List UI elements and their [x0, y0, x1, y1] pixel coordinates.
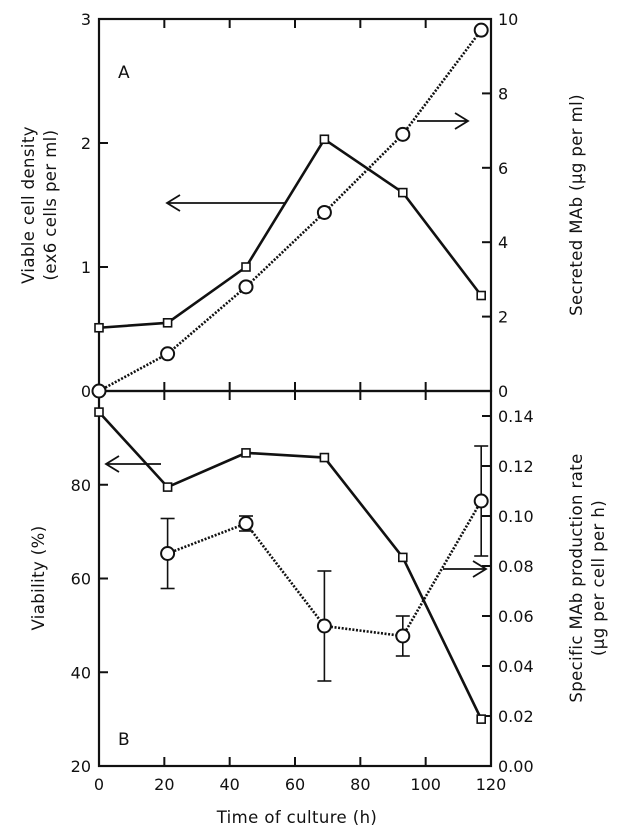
- panel-a-circle-series-point-1: [160, 346, 176, 362]
- panel-b-circle-series-point-4: [473, 493, 489, 509]
- panel-b-left-tick-label-1: 40: [71, 663, 91, 682]
- panel-a-y2label: Secreted MAb (μg per ml): [567, 94, 586, 316]
- panel-a-right-tick-label-5: 10: [498, 10, 518, 29]
- panel-a-square-series-point-3: [319, 134, 330, 145]
- x-tick-label-3: 60: [285, 775, 305, 794]
- panel-a-label: A: [118, 63, 130, 83]
- panel-b-right-tick-label-3: 0.06: [498, 607, 534, 626]
- panel-b-frame: [97, 389, 493, 768]
- panel-a-right-tick-label-0: 0: [498, 382, 508, 401]
- panel-a-data: [91, 22, 489, 399]
- panel-b-y2label-line2: (μg per cell per h): [589, 500, 608, 656]
- x-tick-label-1: 20: [154, 775, 174, 794]
- x-tick-label-0: 0: [94, 775, 104, 794]
- panel-a-frame: [97, 17, 493, 393]
- panel-a-circle-series-line: [98, 29, 483, 393]
- panel-b-square-series-point-3: [319, 452, 330, 463]
- x-axis-label: Time of culture (h): [216, 808, 378, 827]
- panel-a-circle-series-point-5: [473, 22, 489, 38]
- panel-a-square-series-line: [98, 137, 483, 330]
- panel-b-right-tick-label-0: 0.00: [498, 757, 534, 776]
- panel-b-circle-series-point-3: [395, 628, 411, 644]
- panel-a-left-tick-label-1: 1: [81, 258, 91, 277]
- panel-b-right-tick-label-2: 0.04: [498, 657, 534, 676]
- panel-a-ylabel-line2: (ex6 cells per ml): [41, 130, 60, 281]
- panel-a-ticks: 0 1 2 3 0 2 4 6 8 10: [81, 10, 519, 401]
- panel-b-circle-series-point-0: [160, 546, 176, 561]
- panel-b-square-series-point-2: [241, 448, 251, 458]
- panel-a-circle-series-point-3: [316, 204, 332, 220]
- x-tick-label-6: 120: [476, 775, 507, 794]
- panel-a-square-series-point-2: [241, 262, 251, 272]
- panel-a-square-series-point-4: [397, 187, 408, 198]
- panel-b-circle-series-point-2: [316, 618, 332, 634]
- panel-a-right-tick-label-3: 6: [498, 159, 508, 178]
- panel-b-right-tick-label-1: 0.02: [498, 707, 534, 726]
- panel-a-right-tick-label-1: 2: [498, 308, 508, 327]
- panel-b-left-tick-label-2: 60: [71, 570, 91, 589]
- panel-b-left-tick-label-3: 80: [71, 476, 91, 495]
- panel-b-square-series-point-0: [94, 407, 104, 417]
- panel-a-circle-series-point-4: [395, 126, 411, 142]
- panel-b-ticks: 20 40 60 80 0.00 0.02 0.04 0.06 0.08 0.10 0.12 0.14…: [71, 391, 534, 794]
- panel-b-data: [94, 407, 489, 724]
- panel-b-y2label-line1: Specific MAb production rate: [567, 453, 586, 702]
- panel-b-square-series-point-1: [162, 482, 173, 492]
- panel-b-label: B: [118, 730, 130, 750]
- panel-b-square-series-point-5: [476, 714, 487, 724]
- panel-a-left-tick-label-0: 0: [81, 382, 91, 401]
- panel-a-circle-series-point-0: [91, 383, 107, 399]
- panel-a-square-series-point-5: [476, 290, 487, 301]
- x-tick-label-2: 40: [219, 775, 239, 794]
- panel-a-square-series-point-0: [94, 322, 104, 333]
- panel-a-right-tick-label-2: 4: [498, 233, 508, 252]
- panel-b-right-tick-label-5: 0.10: [498, 507, 534, 526]
- panel-a-left-tick-label-3: 3: [81, 10, 91, 29]
- panel-a-right-tick-label-4: 8: [498, 84, 508, 103]
- panel-b-ylabel: Viability (%): [29, 525, 48, 630]
- panel-b-square-series-point-4: [397, 552, 408, 563]
- panel-b-right-tick-label-6: 0.12: [498, 457, 534, 476]
- panel-b-right-tick-label-7: 0.14: [498, 407, 534, 426]
- x-tick-label-4: 80: [350, 775, 370, 794]
- panel-b-left-tick-label-0: 20: [71, 757, 91, 776]
- panel-a-left-arrow: [165, 194, 285, 212]
- panel-a-ylabel-line1: Viable cell density: [19, 126, 38, 284]
- panel-b-right-arrow: [443, 560, 488, 578]
- panel-b-square-series-line: [98, 411, 483, 720]
- panel-a-left-tick-label-2: 2: [81, 134, 91, 153]
- panel-a-square-series-point-1: [162, 317, 173, 328]
- panel-b-left-arrow: [104, 455, 161, 473]
- x-tick-label-5: 100: [410, 775, 441, 794]
- panel-b-circle-series-point-1: [238, 516, 254, 531]
- panel-a-right-arrow: [417, 112, 470, 130]
- panel-b-right-tick-label-4: 0.08: [498, 557, 534, 576]
- panel-a-circle-series-point-2: [238, 279, 254, 295]
